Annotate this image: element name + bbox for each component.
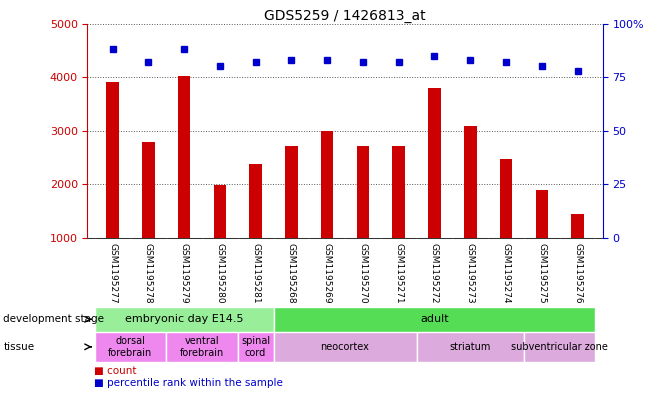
Bar (249, 164, 262, 238)
Text: subventricular zone: subventricular zone (511, 342, 608, 352)
Text: GSM1195274: GSM1195274 (502, 243, 511, 304)
Text: ventral
forebrain: ventral forebrain (180, 336, 224, 358)
Bar (356, 146, 369, 238)
Text: GSM1195268: GSM1195268 (287, 243, 296, 304)
Bar (166, 332, 238, 362)
Text: striatum: striatum (450, 342, 491, 352)
Bar (273, 307, 596, 332)
Text: GSM1195269: GSM1195269 (323, 243, 332, 304)
Bar (214, 185, 226, 238)
Bar (106, 83, 119, 238)
Bar (428, 88, 441, 238)
Text: GSM1195275: GSM1195275 (537, 243, 546, 304)
Text: GSM1195277: GSM1195277 (108, 243, 117, 304)
Text: adult: adult (420, 314, 449, 324)
Bar (464, 127, 476, 238)
Text: GSM1195278: GSM1195278 (144, 243, 153, 304)
Text: GSM1195271: GSM1195271 (394, 243, 403, 304)
Bar (524, 332, 596, 362)
Text: GSM1195279: GSM1195279 (179, 243, 189, 304)
Text: ■ percentile rank within the sample: ■ percentile rank within the sample (94, 378, 283, 388)
Text: spinal
cord: spinal cord (241, 336, 270, 358)
Text: GSM1195272: GSM1195272 (430, 243, 439, 304)
Bar (273, 332, 417, 362)
Bar (393, 146, 405, 238)
Text: GSM1195276: GSM1195276 (573, 243, 582, 304)
Text: development stage: development stage (3, 314, 104, 324)
Bar (178, 76, 191, 238)
Text: ■ count: ■ count (94, 366, 137, 376)
Text: tissue: tissue (3, 342, 34, 352)
Text: GSM1195280: GSM1195280 (215, 243, 224, 304)
Text: dorsal
forebrain: dorsal forebrain (108, 336, 152, 358)
Bar (238, 332, 273, 362)
Text: neocortex: neocortex (321, 342, 369, 352)
Title: GDS5259 / 1426813_at: GDS5259 / 1426813_at (264, 9, 426, 22)
Bar (417, 332, 524, 362)
Bar (321, 130, 334, 238)
Bar (95, 307, 273, 332)
Text: GSM1195270: GSM1195270 (358, 243, 367, 304)
Bar (95, 332, 166, 362)
Bar (500, 158, 513, 238)
Bar (142, 142, 155, 238)
Text: GSM1195281: GSM1195281 (251, 243, 260, 304)
Text: GSM1195273: GSM1195273 (466, 243, 475, 304)
Text: embryonic day E14.5: embryonic day E14.5 (125, 314, 243, 324)
Bar (572, 214, 584, 238)
Bar (285, 146, 297, 238)
Bar (535, 189, 548, 238)
